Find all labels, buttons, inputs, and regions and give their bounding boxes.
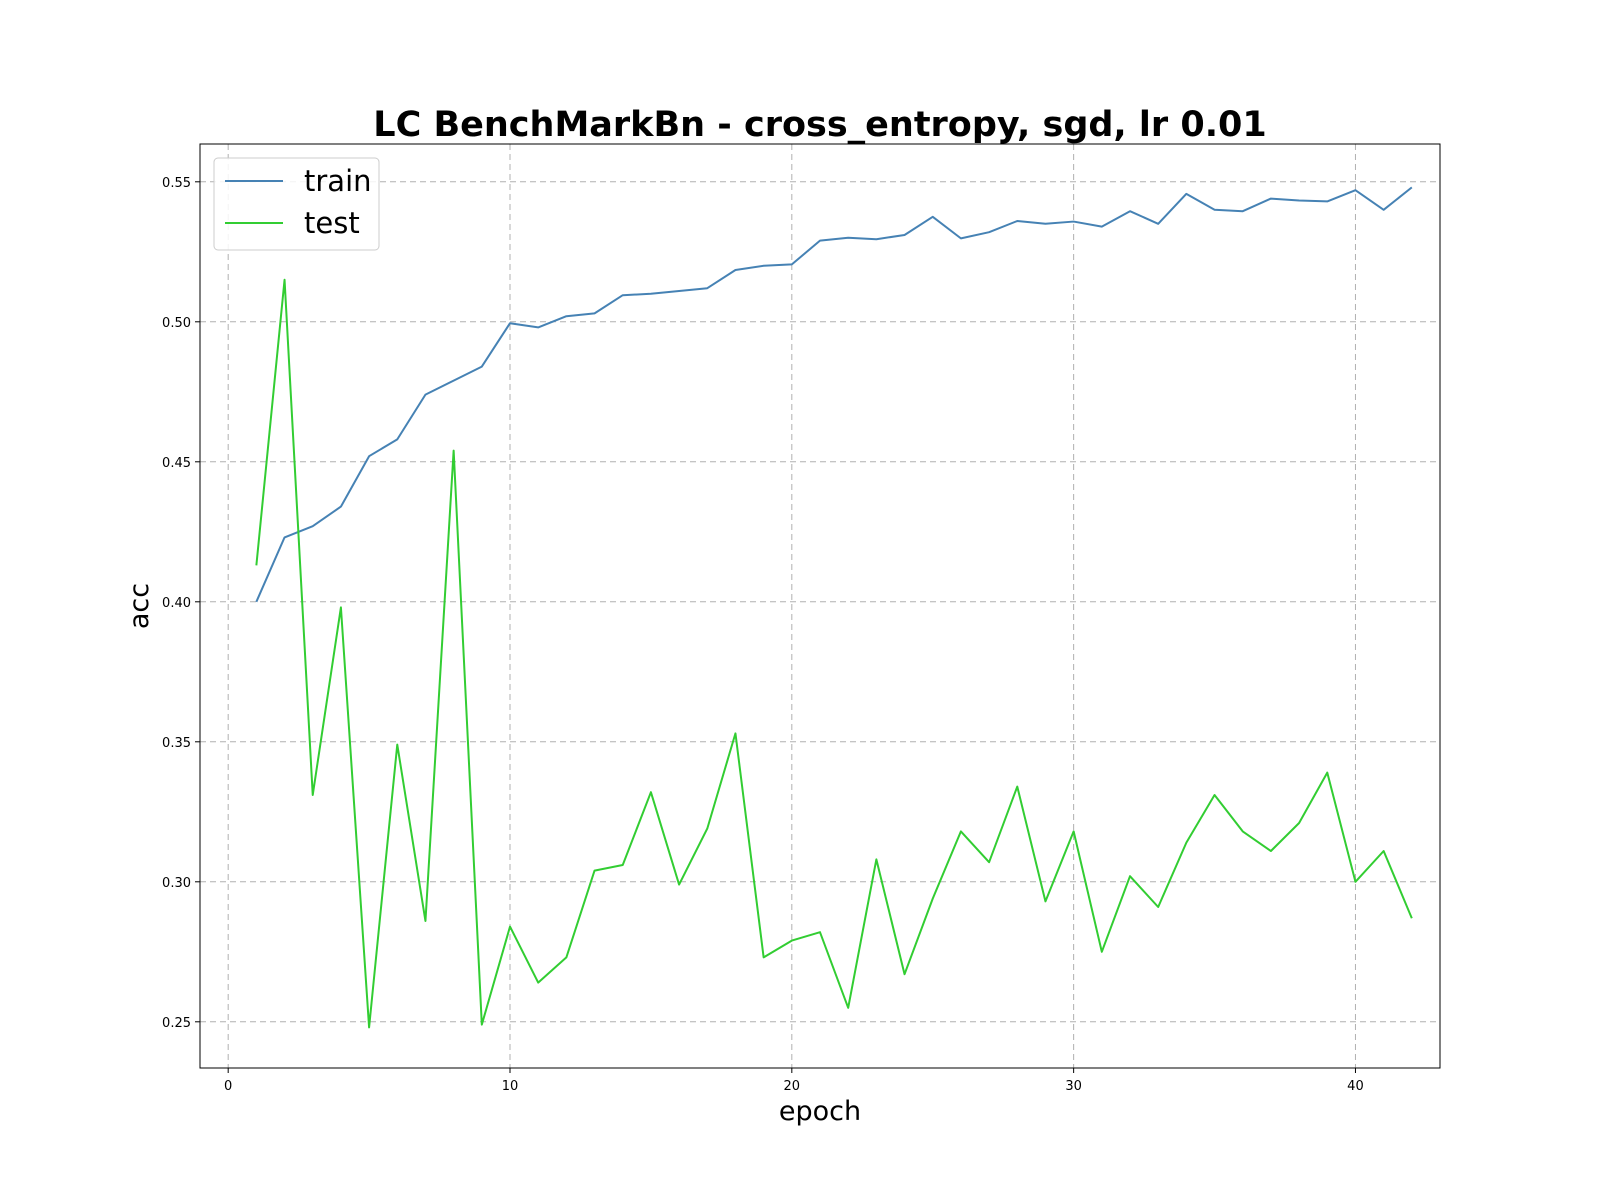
chart-title: LC BenchMarkBn - cross_entropy, sgd, lr …: [373, 105, 1266, 145]
x-tick-label: 30: [1065, 1079, 1082, 1094]
y-tick-label: 0.45: [162, 456, 191, 471]
x-tick-label: 20: [784, 1079, 801, 1094]
y-tick-label: 0.30: [162, 876, 191, 891]
grid: [200, 144, 1440, 1068]
y-axis-ticks: 0.25 0.30 0.35 0.40 0.45 0.50 0.55: [162, 176, 200, 1031]
x-axis-ticks: 0 10 20 30 40: [224, 1068, 1364, 1094]
series-lines: [255, 186, 1413, 1029]
series-line-test: [255, 278, 1413, 1029]
y-axis-label: acc: [124, 583, 155, 629]
y-tick-label: 0.25: [162, 1016, 191, 1031]
legend-label-test: test: [304, 206, 360, 240]
x-tick-label: 40: [1347, 1079, 1364, 1094]
plot-frame: [199, 143, 1441, 1069]
y-tick-label: 0.55: [162, 176, 191, 191]
y-tick-label: 0.40: [162, 596, 191, 611]
y-tick-label: 0.35: [162, 736, 191, 751]
x-tick-label: 0: [224, 1079, 232, 1094]
series-line-train: [255, 186, 1413, 603]
legend-label-train: train: [304, 164, 372, 198]
y-tick-label: 0.50: [162, 316, 191, 331]
legend: train test: [213, 157, 380, 251]
x-tick-label: 10: [502, 1079, 519, 1094]
x-axis-label: epoch: [779, 1096, 861, 1127]
